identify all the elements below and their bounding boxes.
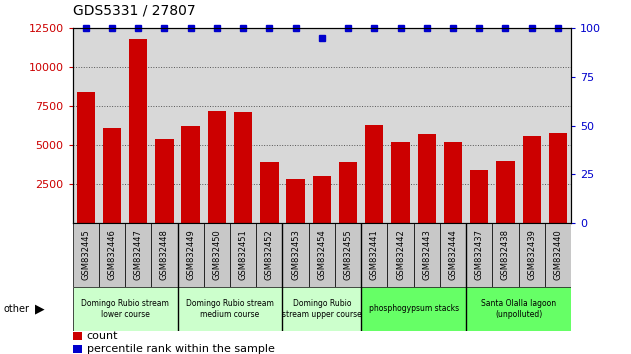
Bar [73,345,81,353]
Bar [125,223,151,287]
Text: Domingo Rubio stream
lower course: Domingo Rubio stream lower course [81,299,169,319]
Bar [440,223,466,287]
Text: phosphogypsum stacks: phosphogypsum stacks [369,304,459,313]
Bar [234,113,252,223]
Text: other: other [3,304,29,314]
Bar [335,223,361,287]
Bar [208,111,226,223]
Bar [73,287,177,331]
Text: GSM832455: GSM832455 [343,229,353,280]
Bar [545,223,571,287]
Bar [177,287,283,331]
Bar [283,287,361,331]
Bar [309,223,335,287]
Bar [361,223,387,287]
Bar [361,287,466,331]
Text: GSM832444: GSM832444 [449,229,457,280]
Bar [73,332,81,340]
Text: GSM832450: GSM832450 [213,229,221,280]
Bar [73,223,99,287]
Bar [230,223,256,287]
Text: GSM832452: GSM832452 [265,229,274,280]
Text: Santa Olalla lagoon
(unpolluted): Santa Olalla lagoon (unpolluted) [481,299,556,319]
Bar [286,179,305,223]
Bar [151,223,177,287]
Bar [312,176,331,223]
Text: GDS5331 / 27807: GDS5331 / 27807 [73,4,195,18]
Text: GSM832438: GSM832438 [501,229,510,280]
Bar [99,223,125,287]
Bar [260,162,278,223]
Bar [365,125,384,223]
Bar [256,223,283,287]
Text: count: count [86,331,118,341]
Text: GSM832454: GSM832454 [317,229,326,280]
Text: GSM832445: GSM832445 [81,229,90,280]
Bar [177,223,204,287]
Text: GSM832441: GSM832441 [370,229,379,280]
Bar [155,139,174,223]
Bar [466,223,492,287]
Text: GSM832443: GSM832443 [422,229,431,280]
Bar [466,287,571,331]
Bar [129,39,147,223]
Bar [519,223,545,287]
Text: Domingo Rubio
stream upper course: Domingo Rubio stream upper course [282,299,362,319]
Bar [391,142,410,223]
Text: GSM832440: GSM832440 [553,229,562,280]
Bar [103,128,121,223]
Bar [387,223,414,287]
Bar [339,162,357,223]
Bar [444,142,462,223]
Bar [470,170,488,223]
Bar [204,223,230,287]
Text: GSM832442: GSM832442 [396,229,405,280]
Text: ▶: ▶ [35,302,44,315]
Text: GSM832446: GSM832446 [107,229,116,280]
Bar [414,223,440,287]
Text: Domingo Rubio stream
medium course: Domingo Rubio stream medium course [186,299,274,319]
Bar [522,136,541,223]
Bar [182,126,200,223]
Text: GSM832451: GSM832451 [239,229,247,280]
Text: GSM832449: GSM832449 [186,229,195,280]
Bar [497,161,515,223]
Text: GSM832439: GSM832439 [528,229,536,280]
Bar [492,223,519,287]
Text: GSM832437: GSM832437 [475,229,484,280]
Text: GSM832448: GSM832448 [160,229,169,280]
Text: GSM832453: GSM832453 [291,229,300,280]
Text: percentile rank within the sample: percentile rank within the sample [86,344,274,354]
Bar [76,92,95,223]
Bar [283,223,309,287]
Bar [549,133,567,223]
Bar [418,134,436,223]
Text: GSM832447: GSM832447 [134,229,143,280]
